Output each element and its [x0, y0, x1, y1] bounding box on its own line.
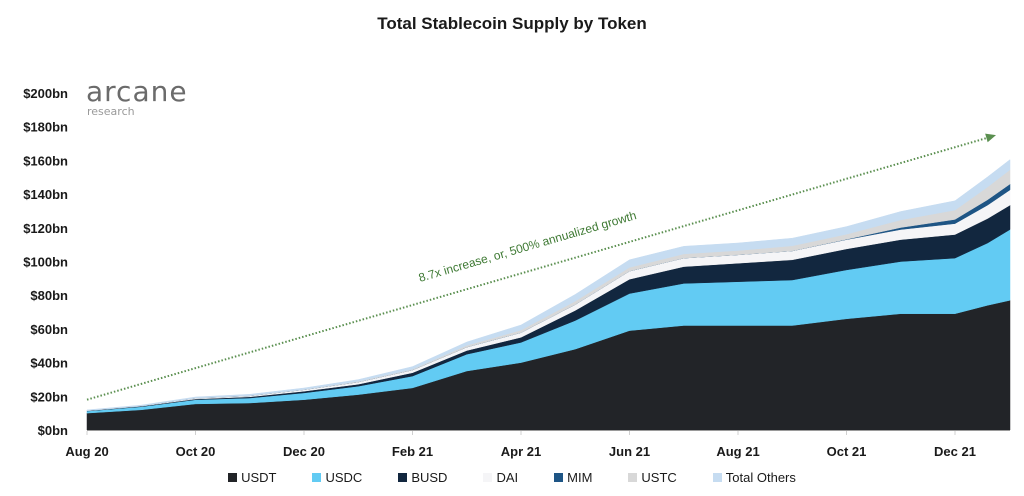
legend-item-total-others[interactable]: Total Others	[712, 470, 796, 485]
legend-label: Total Others	[725, 470, 796, 485]
y-tick-label: $0bn	[38, 423, 68, 438]
stacked-area-plot: $0bn $20bn $40bn $60bn $80bn $100bn $120bn $140…	[23, 86, 1011, 459]
y-tick-label: $160bn	[23, 153, 68, 168]
y-tick-label: $180bn	[23, 120, 68, 135]
legend-label: USDC	[325, 470, 363, 485]
y-tick-label: $20bn	[30, 389, 68, 404]
x-tick-label: Jun 21	[609, 444, 650, 459]
y-axis: $0bn $20bn $40bn $60bn $80bn $100bn $120bn $140…	[23, 86, 68, 438]
y-tick-label: $80bn	[30, 288, 68, 303]
x-tick-label: Aug 20	[65, 444, 108, 459]
legend-label: BUSD	[411, 470, 448, 485]
x-tick-label: Aug 21	[716, 444, 759, 459]
y-tick-label: $60bn	[30, 322, 68, 337]
x-tick-label: Apr 21	[501, 444, 541, 459]
legend-swatch	[628, 473, 638, 482]
legend-item-busd[interactable]: BUSD	[398, 470, 447, 485]
x-axis: Aug 20 Oct 20 Dec 20 Feb 21 Apr 21 Jun 21 Aug …	[65, 430, 1010, 459]
y-tick-label: $120bn	[23, 221, 68, 236]
legend-swatch	[228, 473, 238, 482]
legend-swatch	[312, 473, 322, 482]
legend-label: DAI	[496, 470, 519, 485]
legend: USDT USDC BUSD DAI MIM USTC Total Others	[0, 470, 1024, 485]
legend-swatch	[483, 473, 493, 482]
y-tick-label: $100bn	[23, 255, 68, 270]
legend-item-ustc[interactable]: USTC	[628, 470, 677, 485]
trend-arrowhead	[985, 133, 996, 143]
area-total-others	[86, 159, 1011, 411]
legend-item-usdc[interactable]: USDC	[312, 470, 362, 485]
x-tick-label: Feb 21	[392, 444, 433, 459]
legend-label: USTC	[641, 470, 677, 485]
x-tick-label: Oct 20	[176, 444, 216, 459]
trend-line	[86, 136, 989, 401]
legend-item-usdt[interactable]: USDT	[228, 470, 276, 485]
logo-sub: research	[87, 105, 135, 118]
legend-label: USDT	[241, 470, 277, 485]
legend-swatch	[398, 473, 408, 482]
y-tick-label: $40bn	[30, 356, 68, 371]
arcane-research-logo: arcane research	[86, 78, 188, 118]
legend-swatch	[554, 473, 564, 482]
legend-item-mim[interactable]: MIM	[554, 470, 592, 485]
y-tick-label: $200bn	[23, 86, 68, 101]
legend-item-dai[interactable]: DAI	[483, 470, 518, 485]
y-tick-label: $140bn	[23, 187, 68, 202]
trend-annotation-label: 8.7x increase, or, 500% annualized growt…	[417, 208, 638, 285]
logo-brand: arcane	[86, 75, 188, 108]
x-tick-label: Dec 21	[934, 444, 976, 459]
x-tick-label: Dec 20	[283, 444, 325, 459]
x-tick-label: Oct 21	[827, 444, 867, 459]
legend-swatch	[712, 473, 722, 482]
area-series-group	[86, 159, 1011, 431]
chart-title: Total Stablecoin Supply by Token	[377, 14, 647, 33]
legend-label: MIM	[567, 470, 593, 485]
